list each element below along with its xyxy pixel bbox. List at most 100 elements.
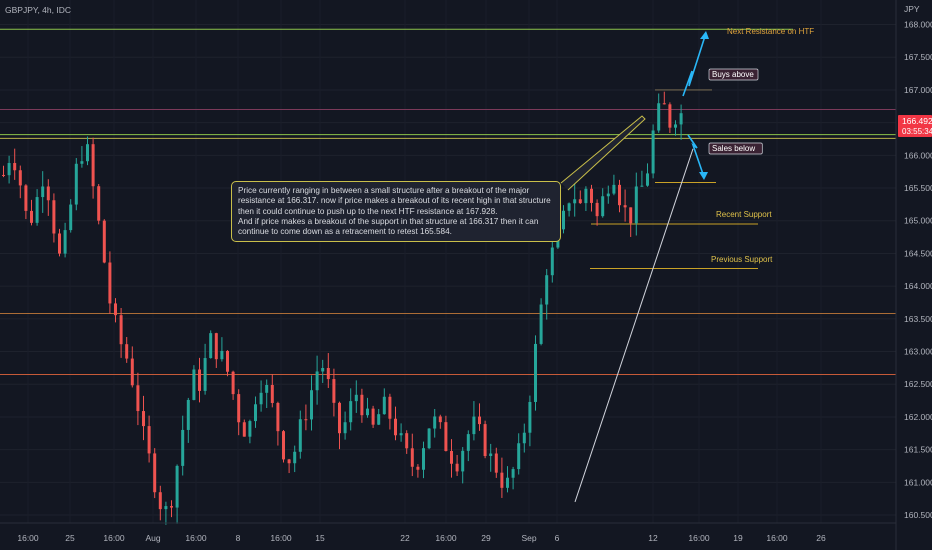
candle-body bbox=[248, 421, 252, 437]
candle-body bbox=[545, 275, 549, 305]
candle-body bbox=[646, 173, 649, 186]
price-tick-label: 162.000 bbox=[904, 412, 932, 422]
candle-body bbox=[226, 350, 229, 372]
ascending-trendline bbox=[574, 148, 694, 503]
candle-body bbox=[338, 402, 341, 434]
price-axis-unit: JPY bbox=[904, 4, 920, 14]
candle-body bbox=[461, 450, 465, 472]
candle-body bbox=[433, 416, 437, 429]
time-tick-label: Sep bbox=[521, 533, 536, 543]
candle-body bbox=[69, 204, 73, 231]
candle-body bbox=[500, 472, 504, 488]
candle-body bbox=[405, 433, 409, 449]
candle-body bbox=[326, 367, 330, 380]
price-tick-label: 163.000 bbox=[904, 347, 932, 357]
symbol-title[interactable]: GBPJPY, 4h, IDC bbox=[5, 5, 71, 15]
drawings: Next Resistance on HTF Buys above Sales be… bbox=[560, 27, 814, 503]
price-tick-label: 164.500 bbox=[904, 248, 932, 258]
price-tick-label: 165.500 bbox=[904, 183, 932, 193]
time-axis-ticks[interactable]: 16:00 25 16:00 Aug 16:00 8 16:00 15 22 16:00 29 Sep… bbox=[17, 533, 826, 543]
candle-body bbox=[590, 188, 593, 203]
candle-body bbox=[640, 185, 644, 187]
time-tick-label: 12 bbox=[648, 533, 658, 543]
candle-body bbox=[7, 163, 11, 176]
candle-body bbox=[80, 161, 84, 164]
price-tick-label: 161.000 bbox=[904, 477, 932, 487]
candle-body bbox=[539, 304, 543, 344]
price-tick-label: 168.000 bbox=[904, 20, 932, 30]
candle-body bbox=[550, 247, 554, 276]
buys-above-label: Buys above bbox=[712, 70, 754, 79]
candle-body bbox=[293, 451, 297, 464]
candle-body bbox=[438, 416, 442, 423]
candle-body bbox=[198, 369, 201, 391]
candle-body bbox=[679, 113, 683, 125]
candle-body bbox=[629, 207, 633, 224]
candle-body bbox=[220, 350, 224, 360]
candle-body bbox=[52, 200, 56, 234]
candle-body bbox=[674, 124, 677, 128]
candle-body bbox=[102, 220, 106, 263]
candle-body bbox=[270, 384, 274, 403]
candle-body bbox=[86, 144, 89, 162]
candle-body bbox=[332, 379, 336, 403]
current-price-countdown: 03:55:34 bbox=[902, 127, 932, 136]
candle-body bbox=[310, 390, 313, 420]
candle-body bbox=[265, 384, 269, 393]
candle-body bbox=[371, 408, 375, 425]
candle-body bbox=[91, 144, 95, 187]
candle-body bbox=[142, 411, 145, 427]
candle-body bbox=[528, 401, 532, 433]
candle-body bbox=[567, 203, 571, 211]
time-tick-label: 16:00 bbox=[270, 533, 292, 543]
previous-support-label: Previous Support bbox=[711, 255, 773, 264]
candle-body bbox=[606, 193, 610, 197]
candle-body bbox=[578, 199, 582, 204]
candle-body bbox=[444, 422, 448, 451]
candlestick-series bbox=[2, 91, 683, 525]
price-axis-ticks[interactable]: 168.000167.500167.000166.500166.000165.5… bbox=[904, 20, 932, 520]
bearish-arrow-head bbox=[699, 172, 708, 180]
candle-body bbox=[360, 394, 364, 416]
candle-body bbox=[657, 103, 661, 131]
candle-body bbox=[164, 506, 168, 510]
buys-above-label-box bbox=[708, 68, 759, 81]
candle-body bbox=[522, 432, 526, 444]
candle-body bbox=[388, 396, 392, 419]
candle-body bbox=[410, 448, 414, 467]
candle-body bbox=[158, 492, 162, 510]
price-tick-label: 167.500 bbox=[904, 52, 932, 62]
price-tick-label: 161.500 bbox=[904, 445, 932, 455]
grid-lines bbox=[0, 24, 896, 516]
candle-body bbox=[315, 371, 319, 391]
time-tick-label: 16:00 bbox=[103, 533, 125, 543]
price-tick-label: 166.000 bbox=[904, 150, 932, 160]
recent-support-label: Recent Support bbox=[716, 210, 772, 219]
price-tick-label: 167.000 bbox=[904, 85, 932, 95]
candle-body bbox=[58, 233, 61, 254]
candle-body bbox=[478, 416, 481, 425]
candle-body bbox=[136, 385, 140, 412]
price-tick-label: 165.000 bbox=[904, 216, 932, 226]
candle-body bbox=[24, 185, 28, 211]
candle-body bbox=[584, 188, 588, 204]
candle-body bbox=[623, 205, 627, 208]
candle-body bbox=[97, 186, 101, 221]
candle-body bbox=[506, 477, 509, 488]
candle-body bbox=[494, 453, 498, 473]
candle-body bbox=[595, 202, 599, 217]
horizontal-levels bbox=[0, 28, 896, 375]
sales-below-label: Sales below bbox=[712, 144, 755, 153]
candle-body bbox=[601, 196, 605, 217]
candle-body bbox=[399, 433, 403, 436]
sales-below-label-box bbox=[708, 142, 763, 155]
candle-body bbox=[517, 443, 521, 470]
bullish-arrow-head bbox=[700, 31, 709, 39]
candle-body bbox=[254, 404, 257, 422]
candle-body bbox=[354, 394, 358, 402]
candle-body bbox=[2, 174, 5, 176]
candle-body bbox=[153, 453, 157, 493]
candle-body bbox=[147, 426, 151, 454]
